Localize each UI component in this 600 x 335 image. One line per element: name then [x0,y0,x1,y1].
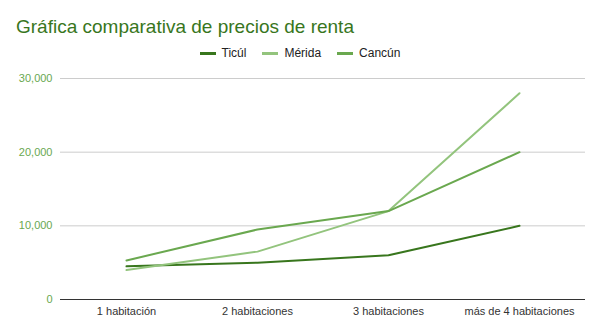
html-text:Cancún: Cancún [359,46,401,60]
svg-text:3 habitaciones: 3 habitaciones [353,305,424,317]
svg-text:0: 0 [46,293,52,305]
svg-text:10,000: 10,000 [19,219,53,231]
svg-text:30,000: 30,000 [19,72,53,84]
svg-text:más de 4 habitaciones: más de 4 habitaciones [464,305,575,317]
html-text:Gráfica comparativa de precios: Gráfica comparativa de precios de renta [16,16,354,37]
html-text:Mérida: Mérida [284,46,322,60]
html-text:Ticúl: Ticúl [221,46,247,60]
svg-text:1 habitación: 1 habitación [97,305,156,317]
svg-text:20,000: 20,000 [19,146,53,158]
svg-text:2 habitaciones: 2 habitaciones [222,305,293,317]
